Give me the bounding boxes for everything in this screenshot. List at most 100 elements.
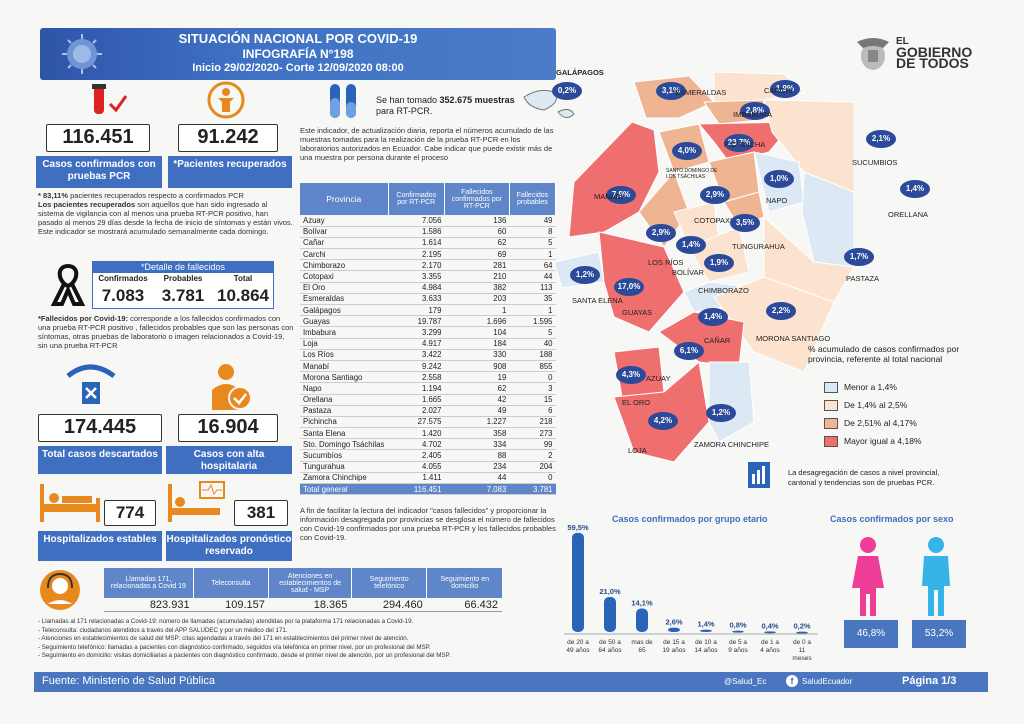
- table-cell: 2.170: [388, 259, 445, 272]
- age-bar-label: 0,2%: [793, 622, 810, 631]
- age-bar-label: 2,6%: [665, 618, 682, 627]
- map-province-name: PICHINCHA: [724, 140, 766, 149]
- map-pct-bubble: 1,0%: [764, 170, 794, 188]
- table-row: Los Ríos 3.422 330 188: [300, 349, 556, 361]
- table-row: Galápagos 179 1 1: [300, 304, 556, 317]
- deaths-confirmed-header: Confirmados: [98, 274, 148, 283]
- map-province-name: CAÑAR: [704, 336, 731, 345]
- table-cell: 7.056: [388, 215, 445, 227]
- recovered-person-icon: [198, 80, 254, 125]
- table-cell: 5: [509, 326, 556, 339]
- province-name: Tungurahua: [300, 461, 388, 473]
- map-province-name: CARCHI: [764, 86, 793, 95]
- age-category-label: de 15 a 19 años: [662, 639, 686, 654]
- footer-twitter[interactable]: @Salud_Ec: [724, 677, 767, 686]
- table-cell: 2.027: [388, 405, 445, 417]
- age-bar: [732, 630, 744, 633]
- map-pct-bubble: 1,7%: [844, 248, 874, 266]
- province-name: Guayas: [300, 315, 388, 328]
- table-row: Morona Santiago 2.558 19 0: [300, 371, 556, 384]
- table-cell: 1.595: [509, 315, 556, 328]
- calls-value-teleconsulta: 109.157: [225, 599, 265, 611]
- table-cell: 1.665: [388, 394, 445, 406]
- tests-bold: 352.675 muestras: [439, 95, 515, 105]
- facebook-icon[interactable]: f: [786, 675, 798, 687]
- table-cell: 3.633: [388, 293, 445, 306]
- province-name: Pastaza: [300, 405, 388, 417]
- logo-line2: GOBIERNO: [896, 44, 973, 60]
- deaths-confirmed-value: 7.083: [101, 286, 145, 305]
- table-cell: 281: [444, 259, 510, 272]
- map-name-galapagos: GALÁPAGOS: [556, 68, 604, 77]
- deaths-note-text: corresponde a los fallecidos confirmados…: [38, 314, 294, 350]
- female-pct: 46,8%: [844, 620, 898, 648]
- age-bar-label: 1,4%: [697, 620, 714, 629]
- calls-note: - Seguimiento en domicilio: visitas domi…: [38, 652, 451, 660]
- map-pct-bubble: 7,9%: [606, 186, 636, 204]
- age-bar: [700, 629, 712, 632]
- legend-swatch: [824, 436, 838, 448]
- province-name: Chimborazo: [300, 259, 388, 272]
- table-row: Chimborazo 2.170 281 64: [300, 259, 556, 272]
- logo-line3: DE TODOS: [896, 55, 969, 71]
- total-cell: 3.781: [509, 483, 556, 496]
- age-bar: [668, 627, 680, 632]
- table-cell: 113: [509, 282, 556, 294]
- calls-note: - Seguimiento telefónico: llamadas a pac…: [38, 643, 431, 651]
- logo-line1: EL: [896, 36, 909, 47]
- table-row: Orellana 1.665 42 15: [300, 394, 556, 406]
- province-name: Cañar: [300, 237, 388, 250]
- date-range: Inicio 29/02/2020- Corte 12/09/2020 08:0…: [192, 62, 404, 74]
- province-name: Santa Elena: [300, 427, 388, 440]
- province-name: El Oro: [300, 282, 388, 294]
- hospital-bed-icon: [38, 480, 104, 531]
- table-row: Manabí 9.242 908 855: [300, 360, 556, 373]
- table-cell: 19.787: [388, 315, 445, 328]
- total-cell: 116.451: [388, 483, 445, 496]
- table-cell: 188: [509, 349, 556, 361]
- map-pct-bubble: 17,0%: [614, 278, 644, 296]
- mourning-ribbon-icon: [50, 262, 86, 311]
- header-banner: SITUACIÓN NACIONAL POR COVID-19 INFOGRAF…: [40, 28, 556, 80]
- table-row: Zamora Chinchipe 1.411 44 0: [300, 472, 556, 485]
- deaths-total-header: Total: [233, 274, 253, 283]
- table-cell: 62: [444, 382, 510, 395]
- table-cell: 44: [509, 270, 556, 283]
- discarded-label: Total casos descartados: [38, 446, 162, 474]
- map-pct-bubble: 23,7%: [724, 134, 754, 152]
- table-row: Pichincha 27.575 1.227 218: [300, 416, 556, 429]
- table-cell: 60: [444, 226, 510, 238]
- age-bar-label: 0,4%: [761, 621, 778, 630]
- recovered-note-t2: son aquellos que han sido ingresado al s…: [38, 200, 293, 236]
- total-cell: Total general: [300, 483, 388, 496]
- footer-facebook[interactable]: SaludEcuador: [802, 677, 853, 686]
- map-province-name: LOS RÍOS: [648, 258, 684, 267]
- table-cell: 19: [444, 371, 510, 384]
- map-province-name: CHIMBORAZO: [698, 286, 749, 295]
- table-cell: 1.227: [444, 416, 510, 429]
- table-cell: 49: [509, 215, 556, 227]
- table-row: Pastaza 2.027 49 6: [300, 405, 556, 417]
- table-cell: 203: [444, 293, 510, 306]
- map-pct-bubble: 1,4%: [698, 308, 728, 326]
- table-cell: 0: [509, 472, 556, 485]
- map-province-name: NAPO: [766, 196, 788, 205]
- map-pct-bubble: 1,9%: [704, 254, 734, 272]
- table-cell: 210: [444, 270, 510, 283]
- recovered-note: * 83,11% pacientes recuperados respecto …: [38, 191, 294, 236]
- age-category-label: de 0 a 11 meses: [792, 639, 812, 662]
- table-cell: 0: [509, 371, 556, 384]
- age-bar-label: 21,0%: [599, 587, 621, 596]
- confirmed-cases-value: 116.451: [46, 124, 150, 152]
- discharged-value: 16.904: [178, 414, 278, 442]
- table-cell: 2.405: [388, 449, 445, 462]
- recovered-note-t1: pacientes recuperados respecto a confirm…: [68, 191, 244, 200]
- map-legend: Menor a 1,4% De 1,4% al 2,5% De 2,51% al…: [824, 378, 922, 450]
- discharge-icon: [208, 360, 256, 419]
- province-name: Sto. Domingo Tsáchilas: [300, 438, 388, 451]
- tests-t1: Se han tomado: [376, 95, 440, 105]
- sample-tubes-icon: [326, 82, 366, 127]
- table-note: A fin de facilitar la lectura del indica…: [300, 506, 556, 542]
- map-province-name: ESMERALDAS: [675, 88, 727, 97]
